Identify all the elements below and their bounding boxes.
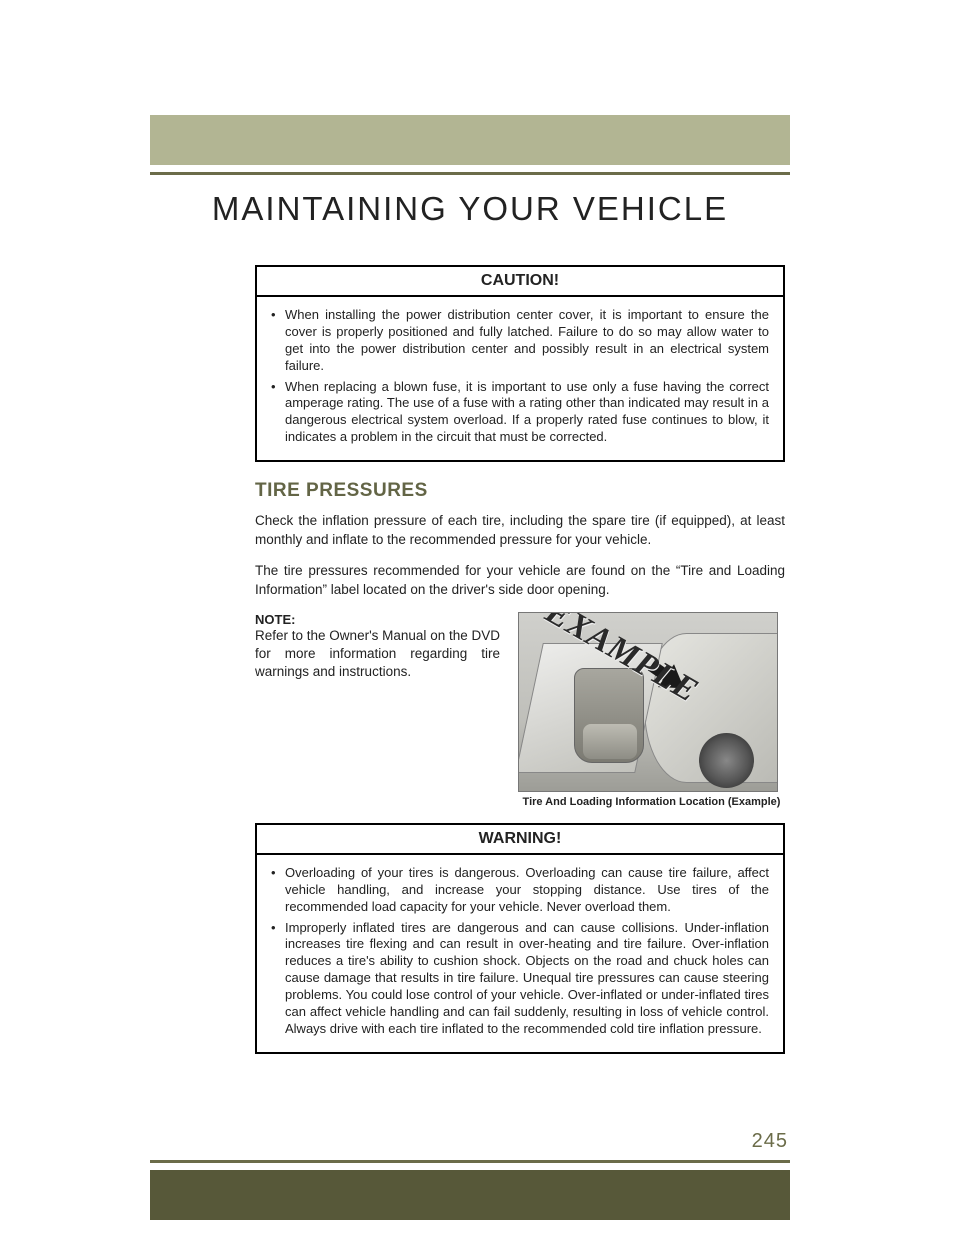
caution-title: CAUTION! [257, 267, 783, 297]
caution-item: When replacing a blown fuse, it is impor… [271, 379, 769, 447]
body-paragraph: Check the inflation pressure of each tir… [255, 512, 785, 550]
note-and-figure-row: NOTE: Refer to the Owner's Manual on the… [255, 612, 785, 809]
warning-body: Overloading of your tires is dangerous. … [257, 855, 783, 1052]
warning-title: WARNING! [257, 825, 783, 855]
figure-illustration: EXAMPLE [518, 612, 778, 792]
note-body: Refer to the Owner's Manual on the DVD f… [255, 627, 500, 682]
page-title: MAINTAINING YOUR VEHICLE [150, 190, 790, 228]
section-title: TIRE PRESSURES [255, 480, 785, 502]
figure: EXAMPLE Tire And Loading Information Loc… [518, 612, 785, 809]
caution-item: When installing the power distribution c… [271, 307, 769, 375]
caution-body: When installing the power distribution c… [257, 297, 783, 460]
car-seat-shape [574, 668, 644, 763]
warning-item: Improperly inflated tires are dangerous … [271, 920, 769, 1038]
warning-item: Overloading of your tires is dangerous. … [271, 865, 769, 916]
header-top-bar [150, 115, 790, 165]
warning-box: WARNING! Overloading of your tires is da… [255, 823, 785, 1054]
car-wheel-shape [699, 733, 754, 788]
footer-bar [150, 1170, 790, 1220]
caution-box: CAUTION! When installing the power distr… [255, 265, 785, 462]
page-number: 245 [752, 1130, 788, 1153]
note-label: NOTE: [255, 612, 500, 627]
body-paragraph: The tire pressures recommended for your … [255, 562, 785, 600]
header-rule [150, 172, 790, 175]
note-block: NOTE: Refer to the Owner's Manual on the… [255, 612, 500, 809]
page-content: CAUTION! When installing the power distr… [255, 265, 785, 1072]
figure-caption: Tire And Loading Information Location (E… [518, 796, 785, 809]
footer-rule [150, 1160, 790, 1163]
